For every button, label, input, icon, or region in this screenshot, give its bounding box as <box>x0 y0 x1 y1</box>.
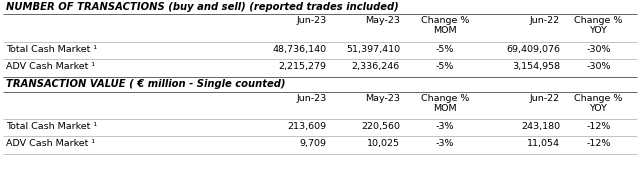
Text: May-23: May-23 <box>365 94 400 103</box>
Text: ADV Cash Market ¹: ADV Cash Market ¹ <box>6 139 95 148</box>
Text: May-23: May-23 <box>365 16 400 25</box>
Text: 10,025: 10,025 <box>367 139 400 148</box>
Text: 51,397,410: 51,397,410 <box>346 45 400 54</box>
Text: 2,336,246: 2,336,246 <box>352 62 400 71</box>
Text: 69,409,076: 69,409,076 <box>506 45 560 54</box>
Text: Jun-22: Jun-22 <box>530 94 560 103</box>
Text: Total Cash Market ¹: Total Cash Market ¹ <box>6 45 97 54</box>
Text: NUMBER OF TRANSACTIONS (buy and sell) (reported trades included): NUMBER OF TRANSACTIONS (buy and sell) (r… <box>6 2 399 12</box>
Text: Jun-23: Jun-23 <box>296 16 326 25</box>
Text: ADV Cash Market ¹: ADV Cash Market ¹ <box>6 62 95 71</box>
Text: -30%: -30% <box>586 62 611 71</box>
Text: 213,609: 213,609 <box>287 122 326 131</box>
Text: 3,154,958: 3,154,958 <box>512 62 560 71</box>
Text: -3%: -3% <box>436 139 454 148</box>
Text: -3%: -3% <box>436 122 454 131</box>
Text: Total Cash Market ¹: Total Cash Market ¹ <box>6 122 97 131</box>
Text: -30%: -30% <box>586 45 611 54</box>
Text: Jun-22: Jun-22 <box>530 16 560 25</box>
Text: -12%: -12% <box>586 139 611 148</box>
Text: 11,054: 11,054 <box>527 139 560 148</box>
Text: -12%: -12% <box>586 122 611 131</box>
Text: 9,709: 9,709 <box>300 139 326 148</box>
Text: 2,215,279: 2,215,279 <box>278 62 326 71</box>
Text: -5%: -5% <box>436 62 454 71</box>
Text: Change %
YOY: Change % YOY <box>574 94 623 113</box>
Text: 48,736,140: 48,736,140 <box>272 45 326 54</box>
Text: Change %
YOY: Change % YOY <box>574 16 623 35</box>
Text: TRANSACTION VALUE ( € million - Single counted): TRANSACTION VALUE ( € million - Single c… <box>6 79 286 89</box>
Text: Change %
MOM: Change % MOM <box>420 16 469 35</box>
Text: Change %
MOM: Change % MOM <box>420 94 469 113</box>
Text: 220,560: 220,560 <box>361 122 400 131</box>
Text: Jun-23: Jun-23 <box>296 94 326 103</box>
Text: -5%: -5% <box>436 45 454 54</box>
Text: 243,180: 243,180 <box>521 122 560 131</box>
